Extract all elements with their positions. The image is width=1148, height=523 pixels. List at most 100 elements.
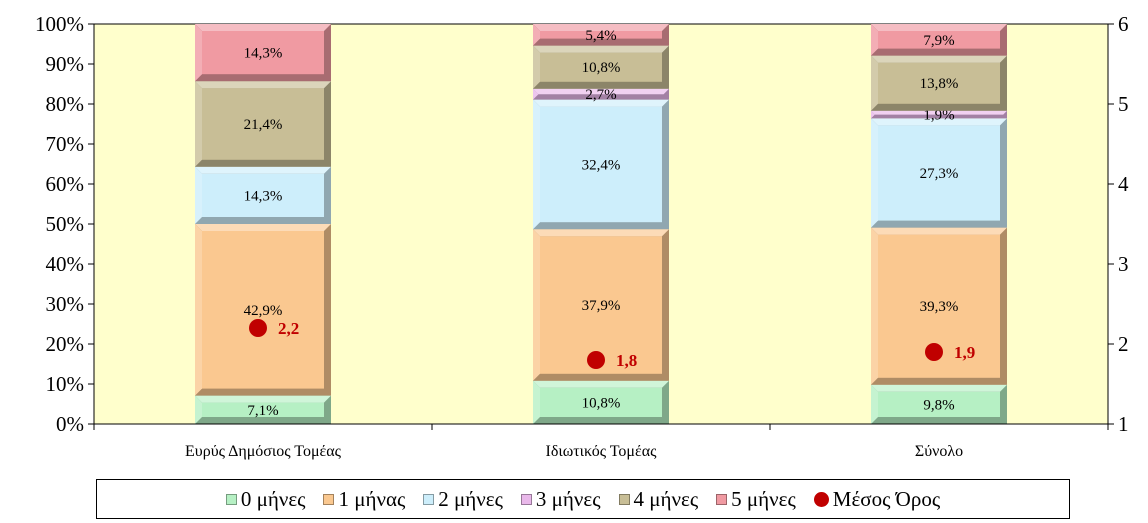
bar-segment [202,88,324,160]
bar-segment [878,125,1000,221]
data-label: 9,8% [923,397,954,413]
y-right-tick-label: 5 [1118,92,1129,116]
legend-label: 5 μήνες [731,486,796,511]
bar-segment-highlight [871,118,878,228]
bar-segment [878,391,1000,417]
legend: 0 μήνες 1 μήνας 2 μήνες 3 μήνες 4 μήνες 5 μήν… [96,479,1070,519]
data-label: 5,4% [585,28,616,44]
bar-segment-highlight [533,88,669,95]
bar-segment-highlight [195,395,202,424]
bar-segment-highlight [195,81,331,89]
bar-segment-highlight [195,81,202,167]
bar-segment-highlight [533,99,540,230]
legend-item: 2 μήνες [423,487,503,512]
y-left-tick-label: 70% [46,132,85,156]
bar-segment-highlight [195,224,202,396]
legend-label: 3 μήνες [535,486,601,511]
y-left-tick-label: 60% [46,172,85,196]
data-label: 21,4% [244,117,283,133]
bar-segment-highlight [871,24,1007,31]
data-label: 2,7% [585,87,616,103]
y-left-tick-label: 90% [46,52,85,76]
legend-label: Μέσος Όρος [832,486,941,511]
bar-segment-highlight [195,24,202,82]
data-label: 42,9% [244,303,283,319]
bar-segment [540,52,662,82]
data-label: 14,3% [244,46,283,62]
bar-segment-highlight [533,45,540,89]
bar-segment-highlight [533,380,540,424]
y-left-tick-label: 10% [46,372,85,396]
bar-segment-highlight [533,88,539,100]
data-label: 10,8% [582,60,621,76]
data-label: 13,8% [920,76,959,92]
legend-item: 1 μήνας [323,487,405,512]
bar-segment-highlight [871,55,878,111]
bar-segment-highlight [533,229,669,237]
legend-swatch [520,493,532,505]
legend-swatch [323,493,335,505]
average-marker [249,319,267,337]
bar-segment-highlight [533,24,669,31]
legend-label: 1 μήνας [338,486,406,511]
data-label: 27,3% [920,166,959,182]
y-right-tick-label: 4 [1118,172,1129,196]
data-label: 7,9% [923,33,954,49]
bar-segment-highlight [533,99,669,107]
y-left-tick-label: 50% [46,212,85,236]
bar-segment-highlight [195,224,331,231]
bar-segment-highlight [533,380,669,388]
legend-swatch [423,493,435,505]
data-label: 7,1% [247,403,278,419]
average-marker [925,343,943,361]
legend-item: 4 μήνες [618,487,698,512]
bar-segment-highlight [533,45,669,53]
bar-segment [878,62,1000,104]
x-tick-label: Σύνολο [915,443,963,460]
bar-segment-edge [871,110,1007,119]
bar-segment-highlight [871,384,878,424]
bar-segment-highlight [533,24,540,46]
y-left-tick-label: 30% [46,292,85,316]
bar-segment [878,31,1000,49]
bar-segment-highlight [533,229,540,381]
bar-segment-highlight [195,24,331,31]
y-right-tick-label: 6 [1118,12,1129,36]
bar-segment-edge [533,88,669,100]
bar-segment [540,387,662,417]
bar-segment-highlight [195,166,202,224]
bar-segment-highlight [871,110,875,119]
bar-segment [202,173,324,217]
bar-segment-highlight [871,55,1007,63]
bar-segment-highlight [871,227,878,385]
y-right-tick-label: 1 [1118,412,1129,436]
bar-segment [540,236,662,374]
y-right-tick-label: 3 [1118,252,1129,276]
y-left-tick-label: 20% [46,332,85,356]
legend-swatch [225,493,237,505]
legend-swatch [716,493,728,505]
data-label: 32,4% [582,157,621,173]
data-label: 39,3% [920,299,959,315]
bar-segment-highlight [871,384,1007,392]
bar-segment-highlight [871,118,1007,126]
y-left-tick-label: 0% [56,412,84,436]
bar-segment [540,31,662,39]
bar-segment [202,31,324,75]
legend-item: 0 μήνες [225,487,305,512]
bar-segment-highlight [871,24,878,56]
legend-swatch [618,493,630,505]
legend-marker [813,491,829,507]
bar-segment-highlight [871,110,1007,115]
average-label: 1,9 [954,343,975,362]
average-marker [587,351,605,369]
legend-item: 5 μήνες [716,487,796,512]
bar-segment-highlight [195,395,331,403]
bar-segment [202,402,324,417]
y-right-tick-label: 2 [1118,332,1129,356]
data-label: 37,9% [582,298,621,314]
bar-segment [540,106,662,223]
x-tick-label: Ευρύς Δημόσιος Τομέας [185,443,342,460]
